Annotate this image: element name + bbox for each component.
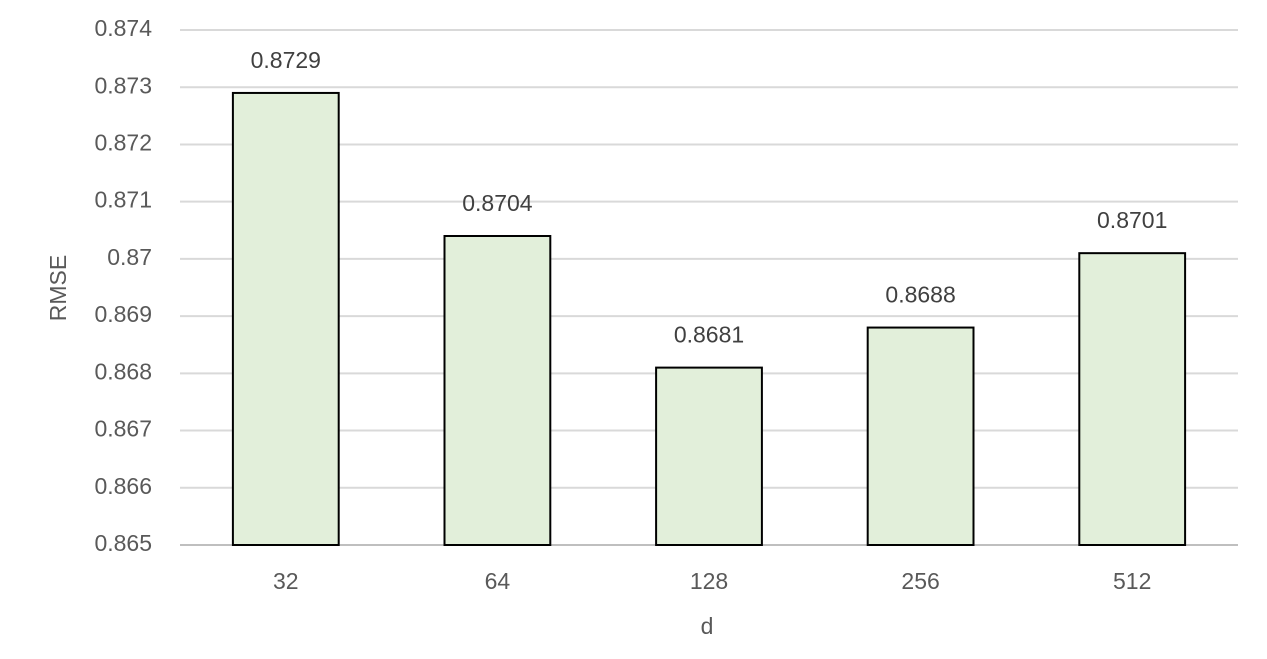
y-tick-label: 0.869 bbox=[94, 301, 152, 327]
data-label: 0.8701 bbox=[1097, 207, 1167, 233]
x-tick-label: 128 bbox=[690, 568, 728, 594]
bar bbox=[655, 366, 763, 546]
bar bbox=[231, 91, 340, 546]
x-axis-label: d bbox=[701, 613, 714, 639]
y-tick-label: 0.866 bbox=[94, 473, 152, 499]
bar bbox=[1078, 252, 1187, 547]
y-tick-label: 0.868 bbox=[94, 358, 152, 384]
x-tick-label: 32 bbox=[273, 568, 299, 594]
data-label: 0.8704 bbox=[462, 190, 533, 216]
y-tick-label: 0.87 bbox=[107, 244, 152, 270]
x-tick-label: 64 bbox=[485, 568, 511, 594]
bar bbox=[866, 326, 975, 546]
y-tick-label: 0.874 bbox=[94, 15, 152, 41]
x-tick-label: 256 bbox=[901, 568, 939, 594]
data-label: 0.8729 bbox=[251, 47, 321, 73]
y-tick-label: 0.872 bbox=[94, 130, 152, 156]
data-label: 0.8681 bbox=[674, 322, 744, 348]
bar bbox=[443, 235, 552, 546]
y-tick-label: 0.871 bbox=[94, 187, 152, 213]
y-tick-label: 0.865 bbox=[94, 530, 152, 556]
y-tick-label: 0.873 bbox=[94, 72, 152, 98]
x-tick-label: 512 bbox=[1113, 568, 1151, 594]
y-tick-label: 0.867 bbox=[94, 416, 152, 442]
y-axis-label: RMSE bbox=[45, 255, 71, 321]
data-label: 0.8688 bbox=[885, 282, 955, 308]
